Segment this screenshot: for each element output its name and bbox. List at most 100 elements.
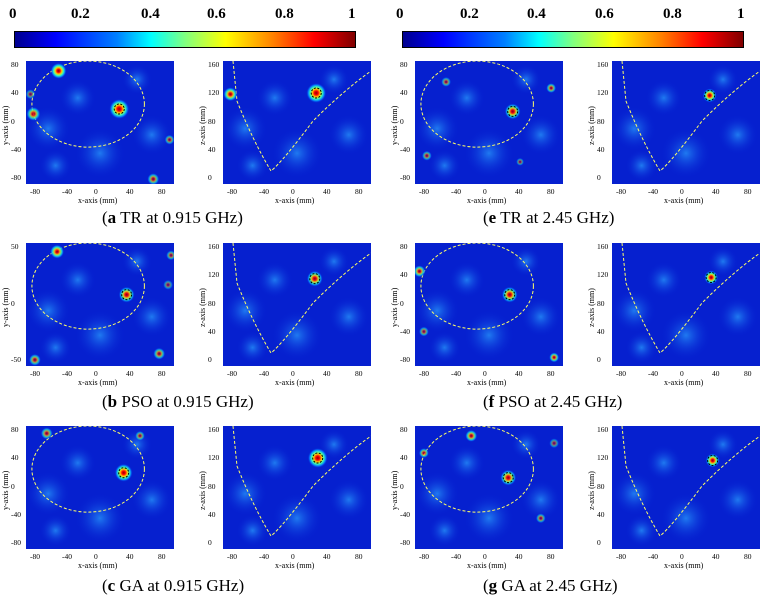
hotspot xyxy=(166,250,174,261)
heatmap-glow xyxy=(448,79,485,116)
x-tick: 40 xyxy=(126,552,134,561)
x-axis-label: x-axis (mm) xyxy=(275,378,315,387)
x-tick: 40 xyxy=(126,187,134,196)
y-tick: 120 xyxy=(597,88,609,98)
x-tick: 0 xyxy=(291,187,295,196)
y-tick: 40 xyxy=(208,144,216,154)
x-axis-label: x-axis (mm) xyxy=(467,196,507,205)
y-tick: 80 xyxy=(597,481,605,491)
heatmap-panel-0-1 xyxy=(223,61,371,184)
heatmap-glow xyxy=(328,114,369,155)
heatmap-glow xyxy=(625,149,658,182)
x-tick: 0 xyxy=(94,552,98,561)
hotspot xyxy=(516,157,525,166)
x-tick: -40 xyxy=(648,552,658,561)
heatmap-glow xyxy=(272,128,322,179)
y-tick: 0 xyxy=(208,355,212,364)
x-tick: 0 xyxy=(291,552,295,561)
heatmap-glow xyxy=(661,310,711,361)
hotspot xyxy=(26,106,41,121)
y-tick: 120 xyxy=(597,453,609,463)
caption-c: (c GA at 0.915 GHz) xyxy=(102,576,245,595)
heatmap-glow xyxy=(645,79,682,116)
x-tick: -80 xyxy=(227,187,237,196)
x-tick: -40 xyxy=(259,552,269,561)
x-tick: 40 xyxy=(712,369,720,378)
x-axis-label: x-axis (mm) xyxy=(467,561,507,570)
x-tick: 40 xyxy=(323,369,331,378)
caption-f: (f PSO at 2.45 GHz) xyxy=(483,392,623,411)
y-tick: 0 xyxy=(208,173,212,182)
heatmap-glow xyxy=(236,514,269,547)
hotspot xyxy=(465,429,478,442)
heatmap-glow xyxy=(131,114,172,155)
heatmap-panel-0-3 xyxy=(612,61,760,184)
y-tick: 40 xyxy=(400,88,408,98)
y-axis-label: z-axis (mm) xyxy=(198,287,207,327)
cb-left-tick-2: 0.4 xyxy=(141,6,160,22)
heatmap-glow xyxy=(448,444,485,481)
hotspot xyxy=(500,469,517,486)
x-tick: 40 xyxy=(712,552,720,561)
tumor-marker xyxy=(705,271,717,283)
hotspot xyxy=(153,347,166,360)
y-tick: 40 xyxy=(11,453,19,463)
x-tick: 40 xyxy=(515,552,523,561)
x-tick: 40 xyxy=(515,187,523,196)
y-tick: 80 xyxy=(400,425,408,434)
hotspot xyxy=(307,447,328,468)
x-tick: -40 xyxy=(451,369,461,378)
y-tick: -80 xyxy=(11,173,21,182)
hotspot xyxy=(164,134,174,145)
hotspot xyxy=(147,173,160,184)
y-tick: 160 xyxy=(597,242,609,251)
colorbar-left-gradient xyxy=(14,31,356,48)
heatmap-glow xyxy=(236,331,269,364)
caption-g: (g GA at 2.45 GHz) xyxy=(483,576,618,595)
breast-outline xyxy=(420,426,534,513)
heatmap-glow xyxy=(256,79,293,116)
x-tick: 80 xyxy=(158,369,166,378)
y-tick: 40 xyxy=(400,453,408,463)
heatmap-glow xyxy=(464,493,514,544)
heatmap-glow xyxy=(520,114,561,155)
y-tick: 120 xyxy=(597,270,609,280)
x-tick: -80 xyxy=(616,187,626,196)
heatmap-glow xyxy=(223,106,268,151)
x-tick: 0 xyxy=(680,369,684,378)
y-tick: 40 xyxy=(11,88,19,98)
x-axis-label: x-axis (mm) xyxy=(467,378,507,387)
y-tick: 50 xyxy=(11,242,19,251)
x-tick: 0 xyxy=(94,369,98,378)
y-tick: 0 xyxy=(400,481,404,491)
cb-right-tick-4: 0.8 xyxy=(663,6,682,22)
tumor-marker xyxy=(504,289,516,301)
y-tick: 0 xyxy=(597,538,601,547)
heatmap-glow xyxy=(708,246,738,277)
x-tick: -40 xyxy=(62,552,72,561)
x-axis-label: x-axis (mm) xyxy=(275,196,315,205)
heatmap-glow xyxy=(645,261,682,298)
y-axis-label: y-axis (mm) xyxy=(390,287,399,327)
heatmap-glow xyxy=(625,514,658,547)
hotspot xyxy=(118,286,135,303)
hotspot xyxy=(306,270,323,287)
heatmap-panel-1-2 xyxy=(415,243,563,366)
x-tick: 80 xyxy=(547,369,555,378)
y-axis-label: z-axis (mm) xyxy=(587,287,596,327)
x-axis-label: x-axis (mm) xyxy=(78,561,118,570)
x-tick: -80 xyxy=(419,369,429,378)
x-tick: -40 xyxy=(648,187,658,196)
heatmap-glow xyxy=(717,296,758,337)
breast-outline xyxy=(232,61,371,172)
hotspot xyxy=(114,463,133,482)
heatmap-glow xyxy=(59,261,96,298)
x-tick: 0 xyxy=(680,552,684,561)
hotspot xyxy=(441,76,452,87)
breast-outline xyxy=(420,61,534,148)
tumor-marker xyxy=(113,103,125,115)
hotspot xyxy=(418,326,429,337)
heatmap-panel-0-2 xyxy=(415,61,563,184)
hotspot xyxy=(504,103,521,120)
heatmap-glow xyxy=(39,514,72,547)
